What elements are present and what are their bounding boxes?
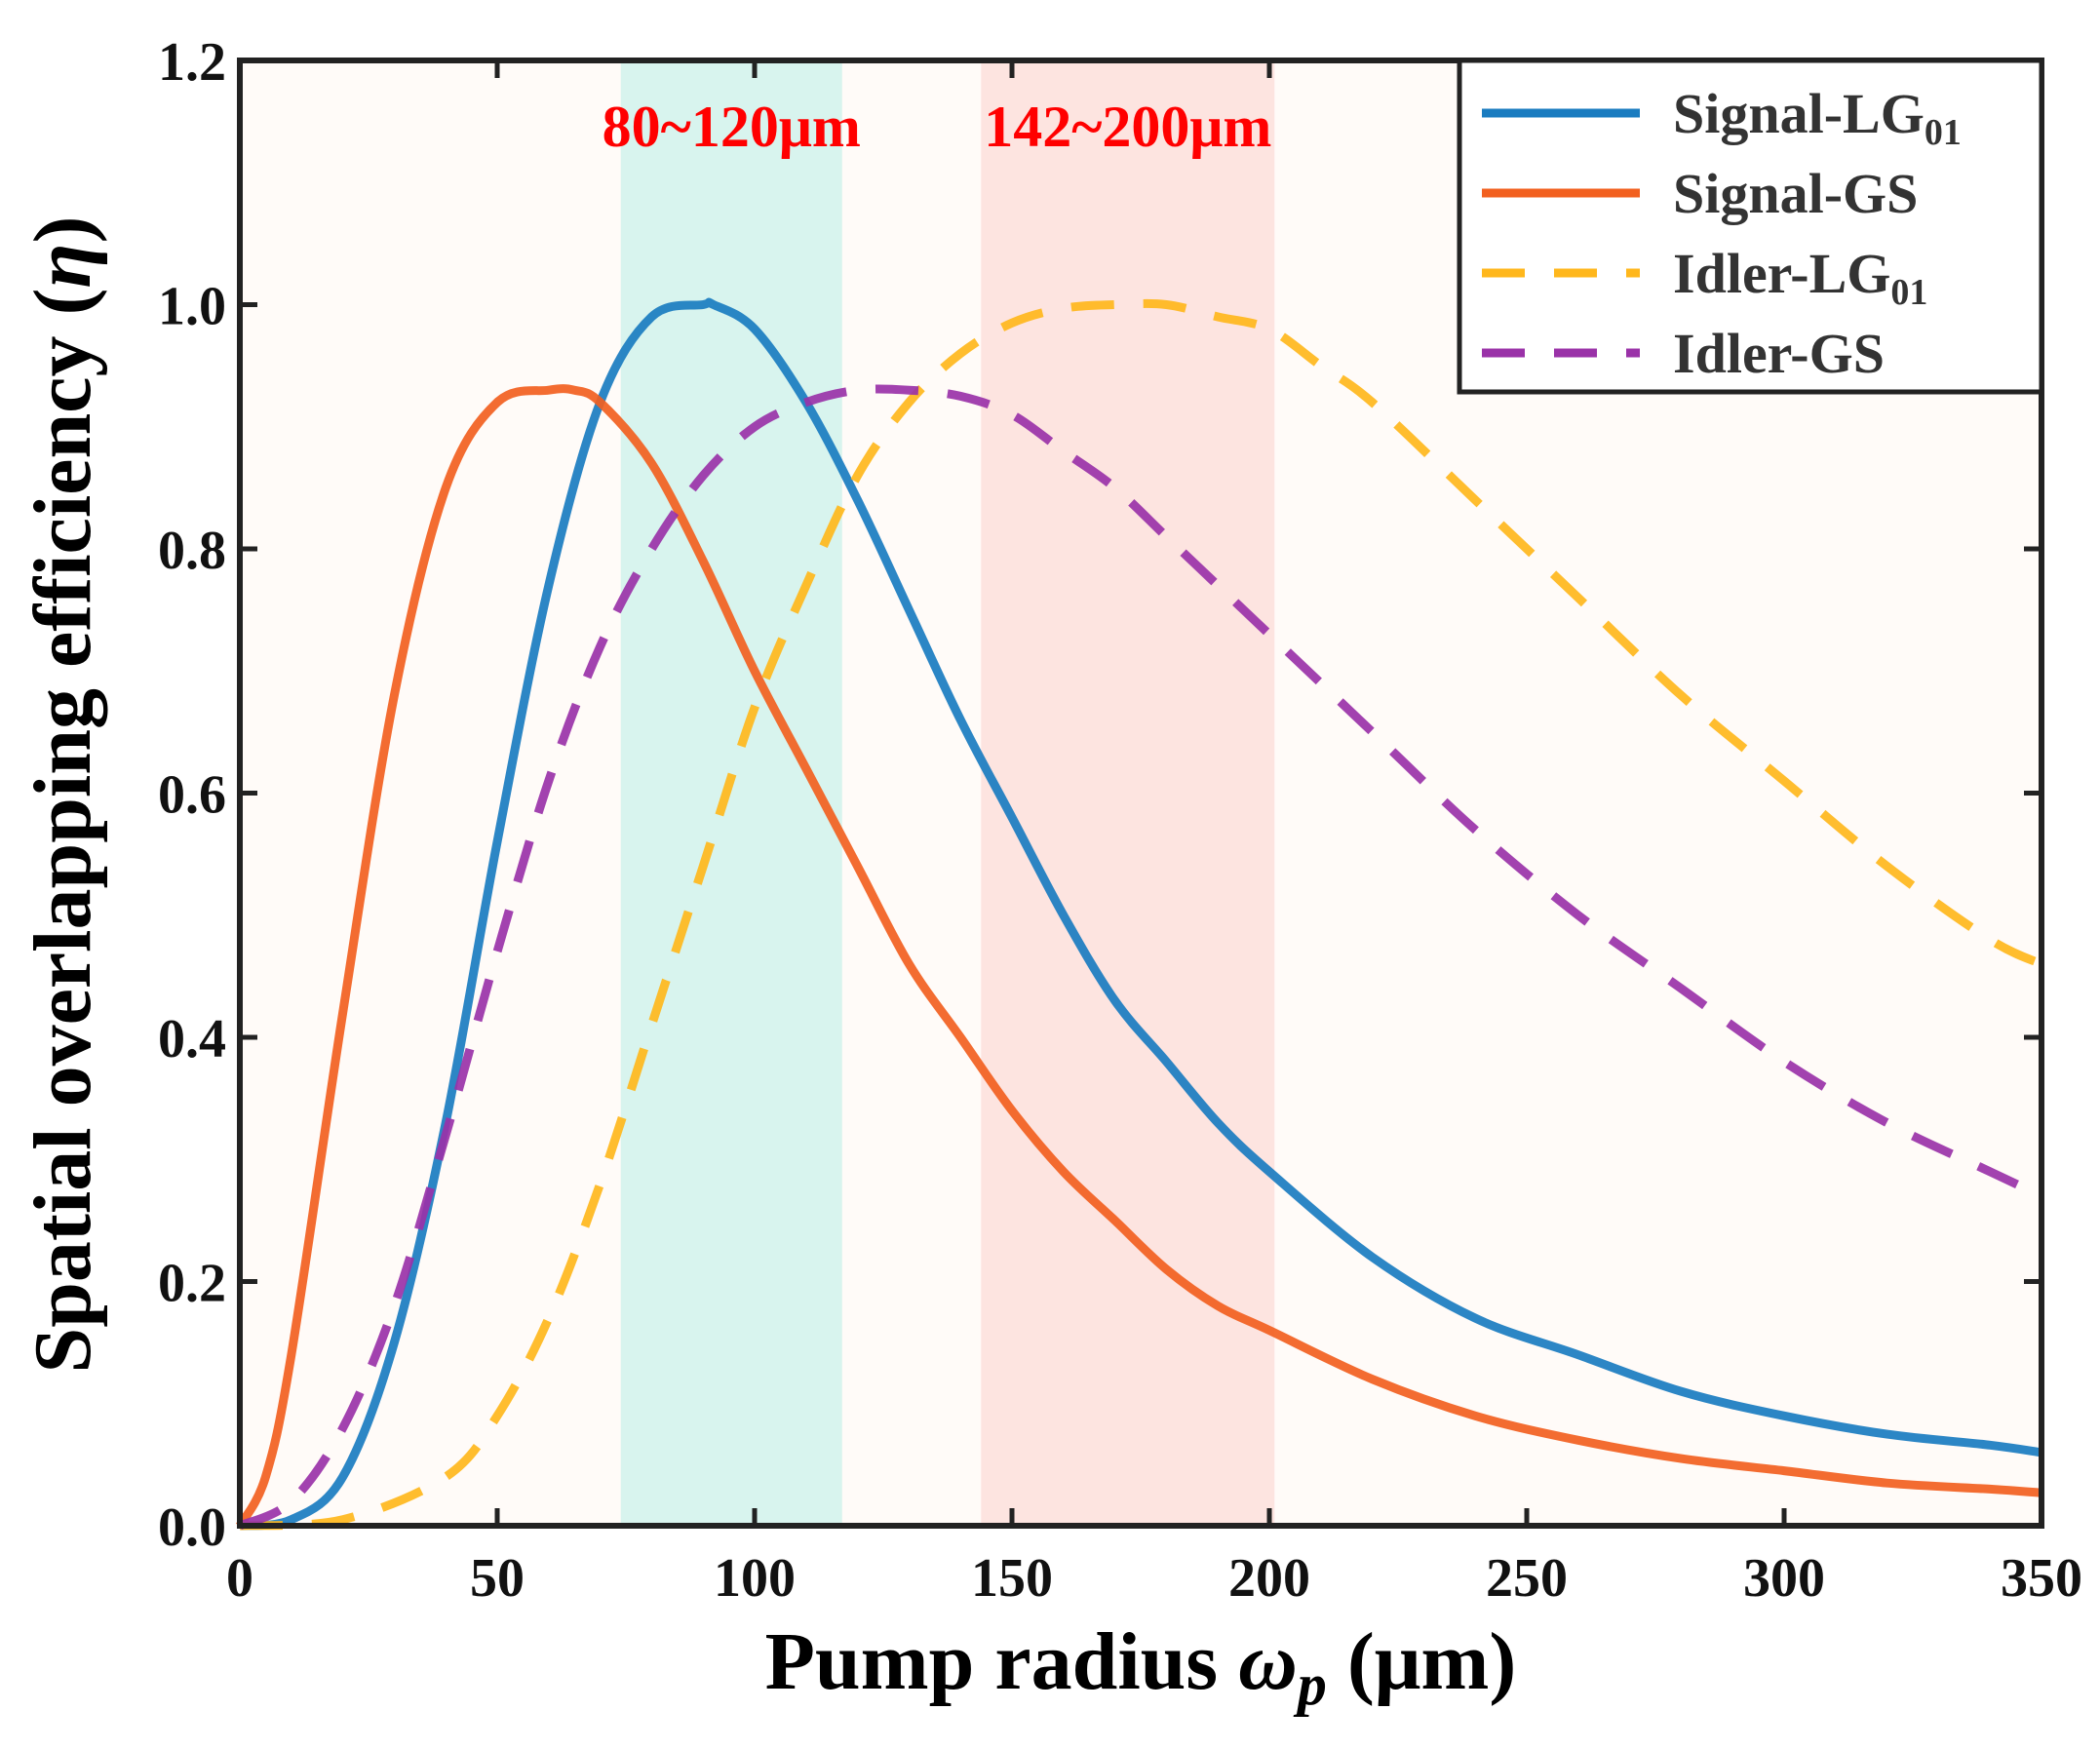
series-line-idler-lg01 — [239, 298, 2043, 1531]
x-tick-label: 0 — [226, 1548, 253, 1609]
shaded-region-1 — [620, 60, 842, 1526]
legend: Signal-LG01 Signal-GS Idler-LG01 Idler-GS — [1457, 58, 2044, 395]
y-tick-label: 0.4 — [158, 1009, 226, 1069]
y-tick-label: 0.6 — [158, 765, 226, 826]
legend-label: Signal-GS — [1673, 162, 1918, 225]
x-axis-title-suffix: (μm) — [1327, 1616, 1517, 1707]
y-axis-title: Spatial overlapping efficiency (η) — [18, 215, 108, 1373]
x-tick-label: 200 — [1228, 1548, 1310, 1609]
series-line-signal-lg01 — [239, 297, 2042, 1531]
y-tick-label: 1.0 — [158, 277, 226, 337]
legend-label: Idler-GS — [1673, 322, 1885, 385]
x-tick-label: 300 — [1743, 1548, 1825, 1609]
x-tick-label: 50 — [470, 1548, 525, 1609]
y-tick-label: 1.2 — [158, 32, 226, 93]
x-axis-title-subscript: p — [1293, 1652, 1327, 1717]
x-axis-title-symbol: ω — [1238, 1616, 1298, 1707]
y-tick-label: 0.0 — [158, 1497, 226, 1558]
legend-label: Signal-LG01 — [1673, 82, 1962, 153]
x-tick-label: 350 — [2001, 1548, 2082, 1609]
legend-label: Idler-LG01 — [1673, 242, 1927, 313]
series-line-idler-gs — [238, 384, 2043, 1531]
series-line-signal-gs — [236, 384, 2042, 1529]
y-tick-label: 0.2 — [158, 1254, 226, 1314]
x-tick-label: 150 — [971, 1548, 1053, 1609]
shaded-region-label-1: 80~120μm — [603, 95, 861, 159]
x-tick-label: 100 — [714, 1548, 796, 1609]
y-axis-title-suffix: ) — [18, 215, 108, 243]
x-axis-title-prefix: Pump radius — [765, 1616, 1238, 1707]
x-axis-title: Pump radius ωp (μm) — [765, 1616, 1517, 1717]
y-axis-title-symbol: η — [18, 243, 108, 288]
y-tick-label: 0.8 — [158, 521, 226, 581]
shaded-region-2 — [981, 60, 1275, 1526]
x-tick-label: 250 — [1486, 1548, 1568, 1609]
y-axis-title-prefix: Spatial overlapping efficiency ( — [18, 289, 108, 1374]
shaded-region-label-2: 142~200μm — [984, 95, 1271, 159]
